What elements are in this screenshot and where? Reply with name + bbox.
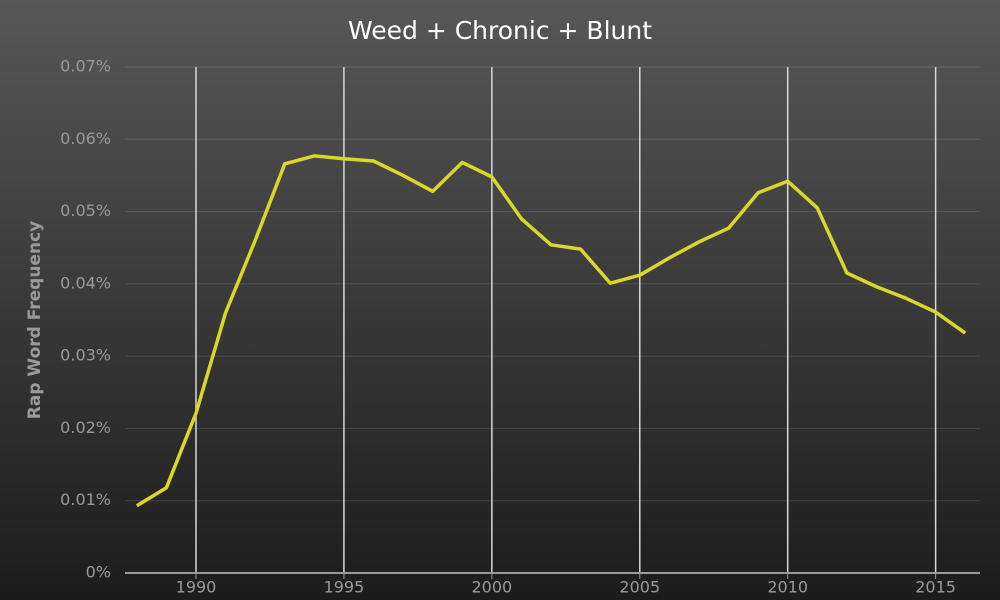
y-tick-label: 0.01% <box>60 490 111 509</box>
y-axis-label: Rap Word Frequency <box>25 221 45 419</box>
y-tick-label: 0% <box>86 563 111 582</box>
y-tick-label: 0.03% <box>60 346 111 365</box>
x-tick-label: 2015 <box>915 578 956 597</box>
x-tick-label: 2010 <box>767 578 808 597</box>
y-tick-label: 0.04% <box>60 273 111 292</box>
y-tick-label: 0.05% <box>60 201 111 220</box>
y-tick-label: 0.02% <box>60 418 111 437</box>
x-tick-label: 2000 <box>471 578 512 597</box>
y-tick-label: 0.06% <box>60 129 111 148</box>
x-tick-label: 2005 <box>619 578 660 597</box>
x-tick-label: 1995 <box>324 578 365 597</box>
x-tick-label: 1990 <box>176 578 217 597</box>
data-line <box>135 154 967 508</box>
y-tick-label: 0.07% <box>60 57 111 76</box>
chart-title: Weed + Chronic + Blunt <box>348 16 652 45</box>
